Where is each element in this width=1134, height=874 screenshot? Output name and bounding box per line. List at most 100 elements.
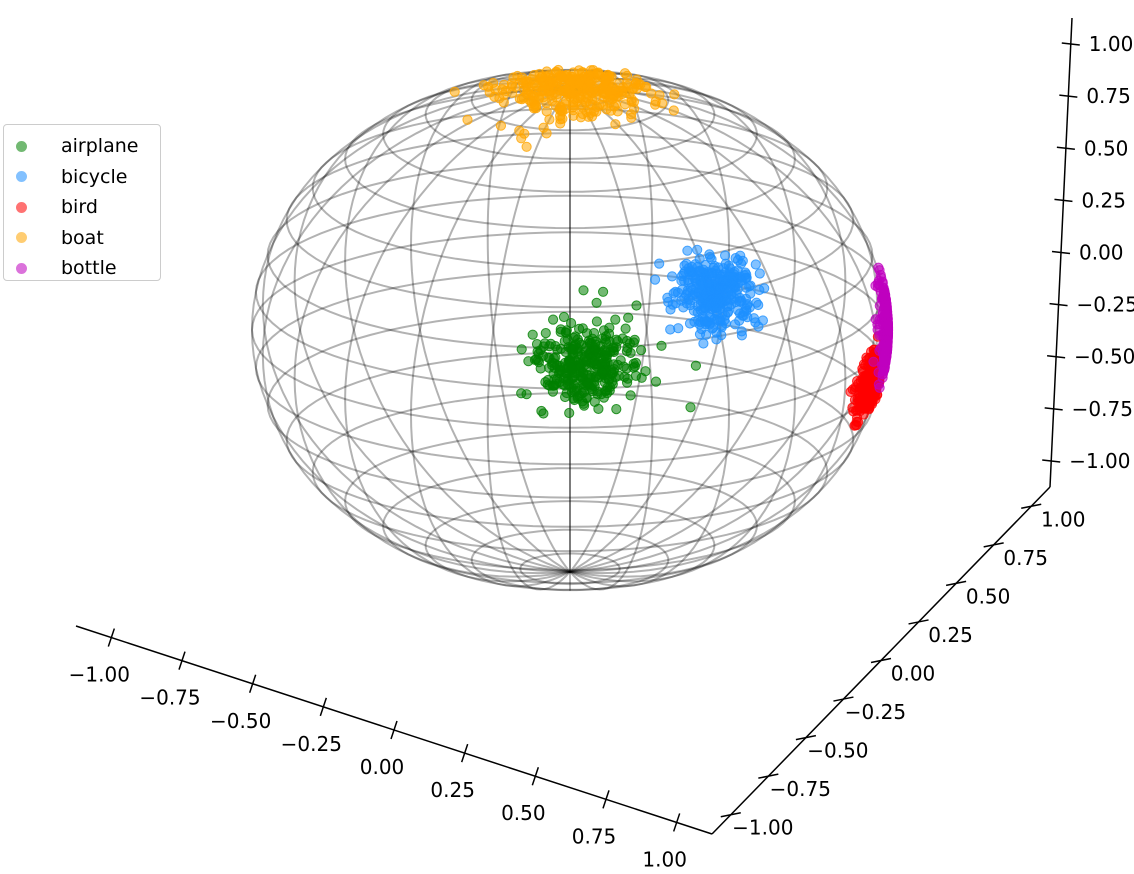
legend-marker [16, 262, 27, 274]
point [620, 99, 631, 110]
point [600, 331, 612, 342]
point [628, 358, 639, 369]
point [622, 70, 633, 81]
wireframe-latitude [470, 528, 670, 592]
point [577, 323, 588, 334]
point [711, 306, 722, 317]
wireframe-longitude [409, 87, 571, 588]
point [703, 278, 714, 289]
point [611, 404, 622, 415]
wireframe-longitude [569, 87, 796, 583]
legend-item-bottle: bottle [16, 253, 160, 284]
point [564, 407, 575, 419]
y-tick-label: 1.00 [1041, 507, 1086, 531]
point [698, 305, 709, 316]
point [853, 378, 864, 389]
scatter-points [449, 64, 894, 431]
legend-marker [16, 140, 27, 152]
point [600, 386, 611, 397]
wireframe-longitude [486, 69, 571, 573]
series-boat [449, 64, 680, 152]
point [556, 72, 567, 83]
y-tick-label: 0.25 [928, 623, 973, 647]
point [855, 405, 866, 417]
point [591, 316, 603, 327]
point [539, 338, 551, 349]
z-tick-label: −0.50 [1074, 345, 1134, 369]
point [882, 326, 893, 337]
point [562, 334, 573, 345]
x-tick [460, 743, 469, 763]
point [599, 346, 610, 357]
point [877, 369, 888, 380]
point [544, 114, 555, 125]
wireframe-longitude [261, 87, 571, 575]
point [873, 275, 885, 286]
point [620, 323, 631, 334]
point [857, 393, 868, 404]
wireframe-longitude [409, 72, 571, 573]
wireframe-longitude [250, 87, 571, 573]
point [673, 323, 684, 334]
point [700, 259, 711, 271]
y-tick [833, 696, 854, 702]
y-tick [908, 619, 929, 625]
point [569, 84, 581, 95]
y-tick-label: 0.50 [966, 584, 1011, 608]
point [581, 342, 592, 353]
point [668, 288, 679, 299]
legend-label: bird [61, 196, 98, 219]
y-tick [870, 657, 892, 664]
point [753, 299, 764, 311]
point [507, 87, 518, 98]
z-tick-label: 0.50 [1084, 136, 1129, 160]
point [575, 92, 586, 104]
y-tick [1021, 503, 1042, 510]
point [598, 286, 609, 297]
point [705, 251, 716, 263]
series-bottle [868, 262, 894, 393]
x-tick [602, 790, 610, 809]
point [591, 371, 602, 382]
point [718, 280, 729, 291]
y-tick-label: −0.75 [770, 777, 831, 801]
point [462, 114, 473, 125]
point [558, 373, 569, 384]
point [669, 89, 680, 100]
x-tick-label: 0.25 [430, 778, 475, 802]
point [728, 271, 739, 282]
point [516, 388, 527, 399]
point [610, 119, 621, 130]
wireframe-longitude [293, 87, 571, 578]
point [698, 338, 709, 349]
point [625, 109, 637, 120]
point [607, 376, 618, 387]
point [880, 290, 891, 301]
x-tick [531, 766, 540, 786]
point [650, 376, 662, 387]
wireframe-latitude [266, 310, 874, 499]
wireframe-longitude [569, 87, 654, 591]
point [868, 356, 879, 367]
point [689, 273, 700, 284]
legend-label: boat [61, 226, 104, 249]
point [518, 92, 529, 103]
wireframe-latitude [250, 231, 890, 429]
point [517, 78, 529, 89]
point [684, 318, 696, 329]
z-tick [1056, 146, 1075, 151]
legend-marker [16, 201, 27, 213]
point [623, 312, 634, 323]
z-tick-label: 0.75 [1086, 84, 1131, 108]
wireframe-latitude [254, 270, 886, 466]
point [540, 328, 551, 339]
point [750, 259, 761, 270]
point [874, 382, 885, 393]
x-tick [319, 697, 328, 717]
point [566, 387, 578, 398]
series-bicycle [650, 244, 770, 349]
point [685, 300, 696, 311]
point [745, 280, 756, 291]
y-tick-label: −0.25 [845, 700, 906, 724]
